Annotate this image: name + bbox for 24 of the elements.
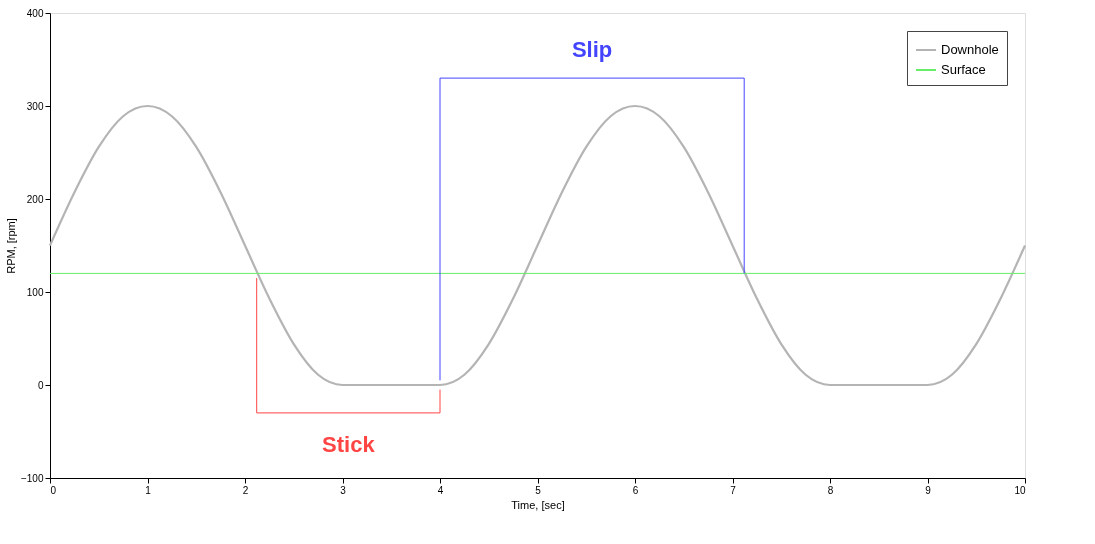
x-tick-label: 9 <box>925 484 932 496</box>
x-tick-label: 6 <box>632 484 639 496</box>
x-tick-label: 10 <box>1014 484 1026 496</box>
x-tick-label: 3 <box>340 484 347 496</box>
legend-label: Surface <box>941 62 986 77</box>
y-tick-label: 0 <box>37 379 44 391</box>
x-tick-label: 4 <box>437 484 444 496</box>
x-tick-label: 5 <box>535 484 542 496</box>
y-axis-title: RPM, [rpm] <box>4 218 17 274</box>
annotation: Stick <box>322 431 376 457</box>
x-tick-label: 7 <box>730 484 737 496</box>
x-tick-label: 2 <box>242 484 249 496</box>
y-tick-label: −100 <box>20 472 44 484</box>
legend-label: Downhole <box>941 42 999 57</box>
x-axis-title: Time, [sec] <box>511 498 565 511</box>
x-tick-label: 0 <box>50 484 57 496</box>
x-tick-label: 8 <box>827 484 834 496</box>
line-series <box>48 104 1027 387</box>
y-tick-label: 100 <box>26 286 44 298</box>
y-tick-label: 200 <box>26 193 44 205</box>
y-tick-label: 400 <box>26 7 44 19</box>
annotation: Slip <box>571 37 613 63</box>
y-tick-label: 300 <box>26 100 44 112</box>
x-tick-label: 1 <box>145 484 152 496</box>
